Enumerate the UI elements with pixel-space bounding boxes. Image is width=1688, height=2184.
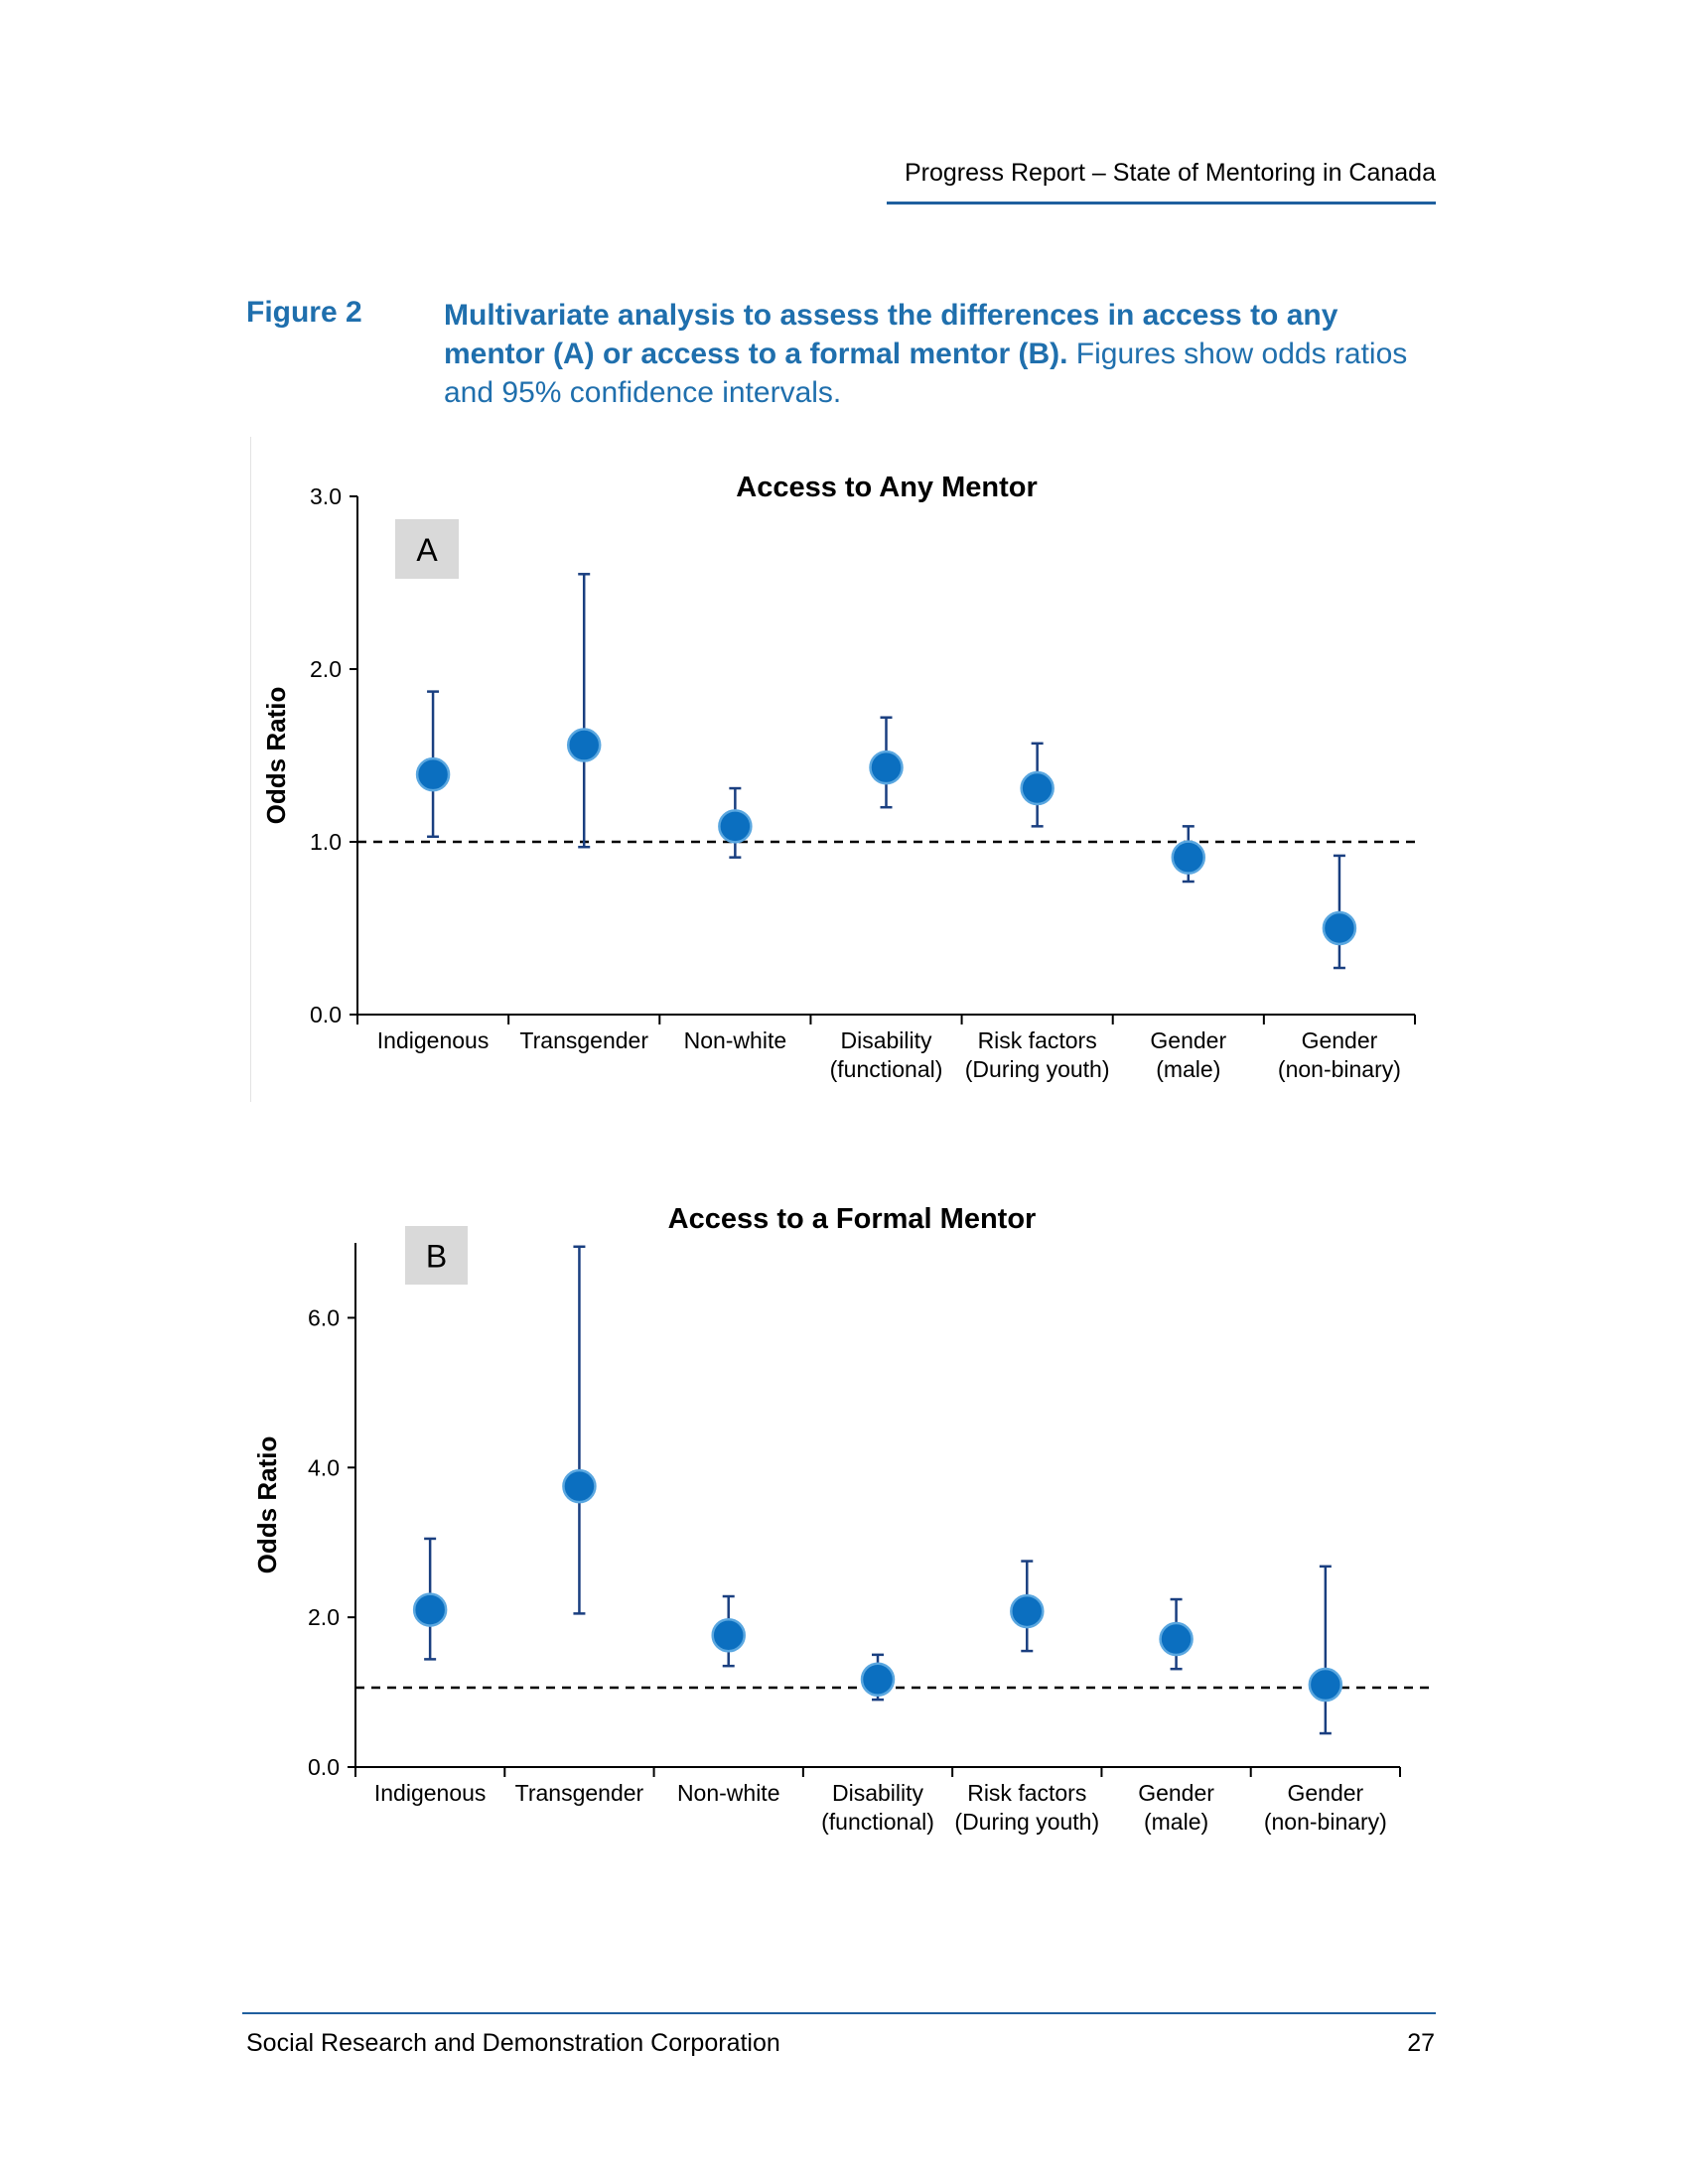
chart-a-category-label: Gender <box>1302 1027 1378 1053</box>
chart-b-category-label: Non-white <box>677 1780 780 1806</box>
figure-caption-rest: Figures show odds ratios and 95% confide… <box>444 338 1408 409</box>
chart-b-data-point <box>860 1662 896 1697</box>
chart-b-y-axis-title: Odds Ratio <box>252 1436 282 1574</box>
chart-a-data-point <box>1171 840 1206 875</box>
chart-b-data-point <box>562 1468 597 1504</box>
chart-a-category-label: Risk factors <box>978 1027 1097 1053</box>
chart-b-data-point <box>1010 1593 1045 1629</box>
chart-a-category-label: (non-binary) <box>1278 1056 1401 1082</box>
chart-a-category-label: (male) <box>1156 1056 1220 1082</box>
chart-b-category-label: Disability <box>832 1780 924 1806</box>
chart-b-title: Access to a Formal Mentor <box>668 1203 1037 1235</box>
chart-b-data-point <box>711 1617 746 1653</box>
chart-a-y-tick-label: 0.0 <box>310 1002 342 1027</box>
chart-a-category-label: Transgender <box>519 1027 648 1053</box>
chart-b-category-label: (non-binary) <box>1264 1809 1387 1835</box>
chart-a-category-label: (functional) <box>830 1056 943 1082</box>
chart-a-data-point <box>1020 770 1055 806</box>
chart-a-data-point <box>415 756 451 792</box>
chart-b-category-label: Indigenous <box>374 1780 487 1806</box>
header-rule <box>887 202 1436 205</box>
chart-a-frame-line <box>250 437 251 1102</box>
chart-a-panel-box <box>395 519 459 579</box>
figure-label: Figure 2 <box>246 296 362 329</box>
chart-b-panel-box <box>405 1226 468 1285</box>
chart-a-category-label: (During youth) <box>965 1056 1110 1082</box>
chart-b-data-point <box>1159 1621 1194 1657</box>
chart-a-category-label: Disability <box>840 1027 932 1053</box>
chart-b-y-tick-label: 2.0 <box>308 1604 340 1630</box>
chart-a-category-label: Indigenous <box>377 1027 490 1053</box>
chart-a-data-point <box>718 809 753 844</box>
chart-a-category-label: Gender <box>1150 1027 1226 1053</box>
chart-b-y-tick-label: 4.0 <box>308 1454 340 1480</box>
figure-caption: Multivariate analysis to assess the diff… <box>444 296 1437 412</box>
chart-a: Access to Any Mentor Odds Ratio 0.0 1.0 2.0 3… <box>261 472 1416 1082</box>
figure-caption-bold: Multivariate analysis to assess the diff… <box>444 299 1338 370</box>
chart-b-data-point <box>1308 1667 1343 1703</box>
chart-b-data-point <box>412 1592 448 1627</box>
chart-b-category-label: (During youth) <box>954 1809 1099 1835</box>
chart-a-title: Access to Any Mentor <box>736 472 1038 503</box>
chart-b-category-label: (male) <box>1144 1809 1208 1835</box>
chart-a-panel-letter: A <box>416 532 438 568</box>
chart-a-y-tick-label: 3.0 <box>310 483 342 509</box>
chart-b-category-label: Transgender <box>515 1780 644 1806</box>
footer-rule <box>242 2012 1436 2014</box>
chart-a-data-point <box>1322 910 1357 946</box>
page-number: 27 <box>1407 2029 1435 2057</box>
chart-a-y-tick-label: 1.0 <box>310 829 342 855</box>
chart-b-category-label: Gender <box>1287 1780 1363 1806</box>
chart-b-category-label: Risk factors <box>967 1780 1086 1806</box>
chart-a-data-point <box>566 728 602 762</box>
chart-b-y-tick-label: 6.0 <box>308 1304 340 1330</box>
chart-a-data-point <box>869 750 904 785</box>
chart-b-category-label: (functional) <box>821 1809 934 1835</box>
chart-b-panel-letter: B <box>426 1239 447 1275</box>
chart-b-y-tick-label: 0.0 <box>308 1754 340 1780</box>
chart-a-y-tick-label: 2.0 <box>310 656 342 682</box>
running-header: Progress Report – State of Mentoring in … <box>904 159 1436 187</box>
chart-b-category-label: Gender <box>1138 1780 1214 1806</box>
footer-organization: Social Research and Demonstration Corpor… <box>246 2029 780 2057</box>
chart-b: Access to a Formal Mentor Odds Ratio 0.0 2.… <box>252 1203 1430 1835</box>
chart-a-category-label: Non-white <box>684 1027 787 1053</box>
chart-a-y-axis-title: Odds Ratio <box>261 687 291 825</box>
